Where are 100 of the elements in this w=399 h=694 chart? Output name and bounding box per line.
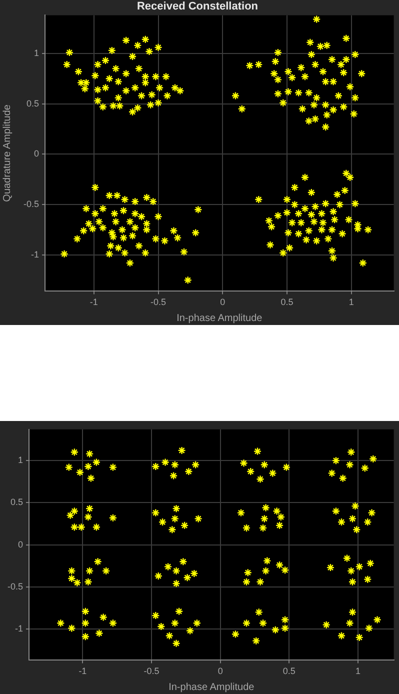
point — [108, 463, 118, 472]
point — [92, 523, 101, 532]
point — [108, 46, 116, 55]
point — [109, 232, 118, 241]
point — [183, 574, 192, 582]
point — [274, 48, 282, 57]
point — [108, 619, 118, 628]
point — [141, 78, 150, 87]
point — [275, 521, 284, 530]
point — [92, 458, 101, 466]
point — [279, 98, 288, 107]
point — [66, 511, 74, 520]
point — [81, 632, 90, 641]
point — [322, 41, 331, 50]
point — [142, 226, 151, 234]
point — [141, 248, 150, 258]
point — [282, 208, 292, 217]
point — [274, 76, 282, 84]
point — [154, 98, 162, 107]
point — [105, 191, 114, 200]
point — [112, 191, 122, 200]
point — [161, 458, 170, 466]
point — [350, 110, 358, 118]
point — [280, 616, 290, 624]
y-tick-label: 1 — [34, 48, 39, 58]
point — [336, 200, 344, 209]
y-tick-label: -0.5 — [7, 581, 23, 592]
point — [328, 226, 336, 234]
point — [340, 186, 349, 195]
point — [126, 218, 134, 226]
point — [262, 504, 270, 512]
point — [178, 446, 186, 455]
point — [155, 84, 164, 92]
point — [106, 242, 115, 250]
point — [311, 114, 320, 124]
point — [332, 507, 340, 516]
point — [170, 84, 180, 92]
point — [94, 558, 102, 566]
point — [119, 206, 128, 215]
point — [94, 86, 102, 94]
point — [68, 624, 76, 632]
point — [98, 102, 108, 111]
point — [321, 100, 330, 109]
point — [81, 619, 90, 628]
point — [338, 474, 347, 482]
point — [316, 42, 325, 51]
y-tick-label: 0.5 — [10, 497, 23, 508]
point — [70, 523, 79, 532]
point — [82, 78, 90, 87]
x-tick-label: 0.5 — [282, 666, 296, 676]
point — [266, 240, 274, 249]
point — [102, 566, 110, 576]
point — [271, 57, 280, 66]
point — [157, 622, 166, 631]
point — [344, 216, 353, 224]
point — [60, 250, 68, 258]
point — [294, 230, 303, 238]
point — [68, 566, 76, 576]
point — [152, 508, 160, 517]
point — [80, 226, 88, 235]
point — [328, 246, 336, 256]
point — [256, 475, 264, 484]
point — [154, 43, 162, 52]
point — [101, 56, 110, 65]
point — [337, 632, 346, 640]
point — [298, 104, 307, 113]
point — [130, 210, 140, 218]
point — [163, 92, 172, 100]
point — [73, 578, 82, 587]
point — [276, 512, 286, 522]
point — [134, 104, 142, 112]
point — [354, 220, 362, 229]
point — [122, 86, 130, 95]
point — [190, 569, 198, 578]
point — [152, 462, 160, 471]
point — [108, 514, 118, 522]
point — [280, 624, 290, 632]
point — [142, 193, 151, 202]
point — [134, 64, 144, 73]
point — [285, 244, 294, 252]
point — [268, 469, 277, 478]
point — [324, 234, 332, 243]
point — [77, 523, 86, 532]
point — [351, 199, 360, 208]
point — [280, 566, 290, 574]
x-tick-label: 1 — [356, 666, 361, 676]
point — [141, 72, 150, 81]
point — [321, 78, 330, 86]
point — [312, 236, 321, 245]
point — [99, 613, 108, 622]
point — [294, 210, 303, 218]
y-tick-label: 1 — [18, 455, 23, 466]
x-axis-title: In-phase Amplitude — [168, 682, 255, 693]
point — [260, 514, 268, 523]
x-tick-label: 0.5 — [280, 297, 294, 308]
point — [307, 210, 316, 219]
point — [253, 447, 262, 456]
point — [240, 458, 248, 468]
point — [70, 507, 79, 516]
point — [322, 110, 331, 120]
